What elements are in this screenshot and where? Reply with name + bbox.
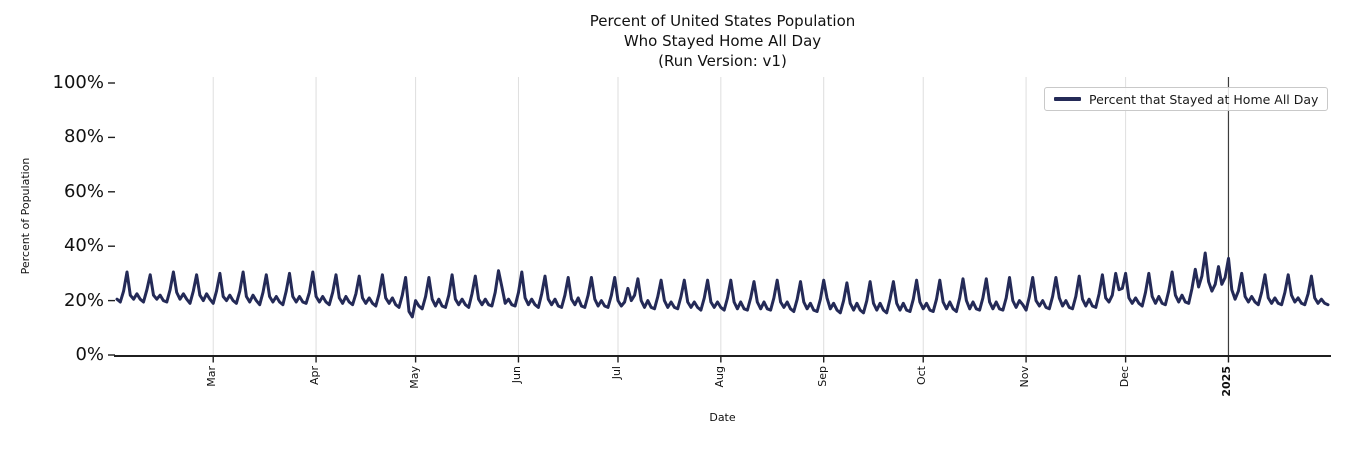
x-tick-label-dec: Dec bbox=[1117, 366, 1131, 388]
y-axis-label: Percent of Population bbox=[19, 157, 32, 275]
x-tick-label-may: May bbox=[407, 366, 421, 389]
x-tick-label-jul: Jul bbox=[609, 366, 623, 380]
y-tick-label-80: 80% bbox=[63, 126, 104, 148]
y-tick-label-100: 100% bbox=[52, 72, 104, 93]
x-tick-label-aug: Aug bbox=[712, 366, 726, 388]
y-tick-label-0: 0% bbox=[75, 344, 104, 365]
y-tick-label-20: 20% bbox=[63, 289, 104, 311]
y-tick-label-40: 40% bbox=[63, 235, 104, 257]
x-tick-label-nov: Nov bbox=[1018, 366, 1032, 388]
line-series-path bbox=[115, 251, 1330, 319]
x-tick-label-2025: 2025 bbox=[1220, 366, 1234, 397]
chart-title-line-1: Percent of United States Population bbox=[589, 12, 856, 30]
x-tick-label-mar: Mar bbox=[205, 366, 219, 387]
chart-title-line-3: (Run Version: v1) bbox=[658, 52, 787, 70]
legend-label: Percent that Stayed at Home All Day bbox=[1089, 91, 1319, 107]
x-axis-label: Date bbox=[709, 411, 736, 424]
x-tick-label-apr: Apr bbox=[308, 366, 322, 386]
x-tick-label-jun: Jun bbox=[510, 366, 524, 384]
legend-line-swatch bbox=[1054, 97, 1081, 101]
chart-title-line-2: Who Stayed Home All Day bbox=[623, 32, 822, 50]
x-tick-label-sep: Sep bbox=[815, 366, 829, 387]
y-tick-label-60: 60% bbox=[63, 180, 104, 202]
legend: Percent that Stayed at Home All Day bbox=[1044, 87, 1329, 111]
chart-title: Percent of United States Population Who … bbox=[115, 11, 1330, 71]
x-tick-label-oct: Oct bbox=[915, 366, 929, 386]
